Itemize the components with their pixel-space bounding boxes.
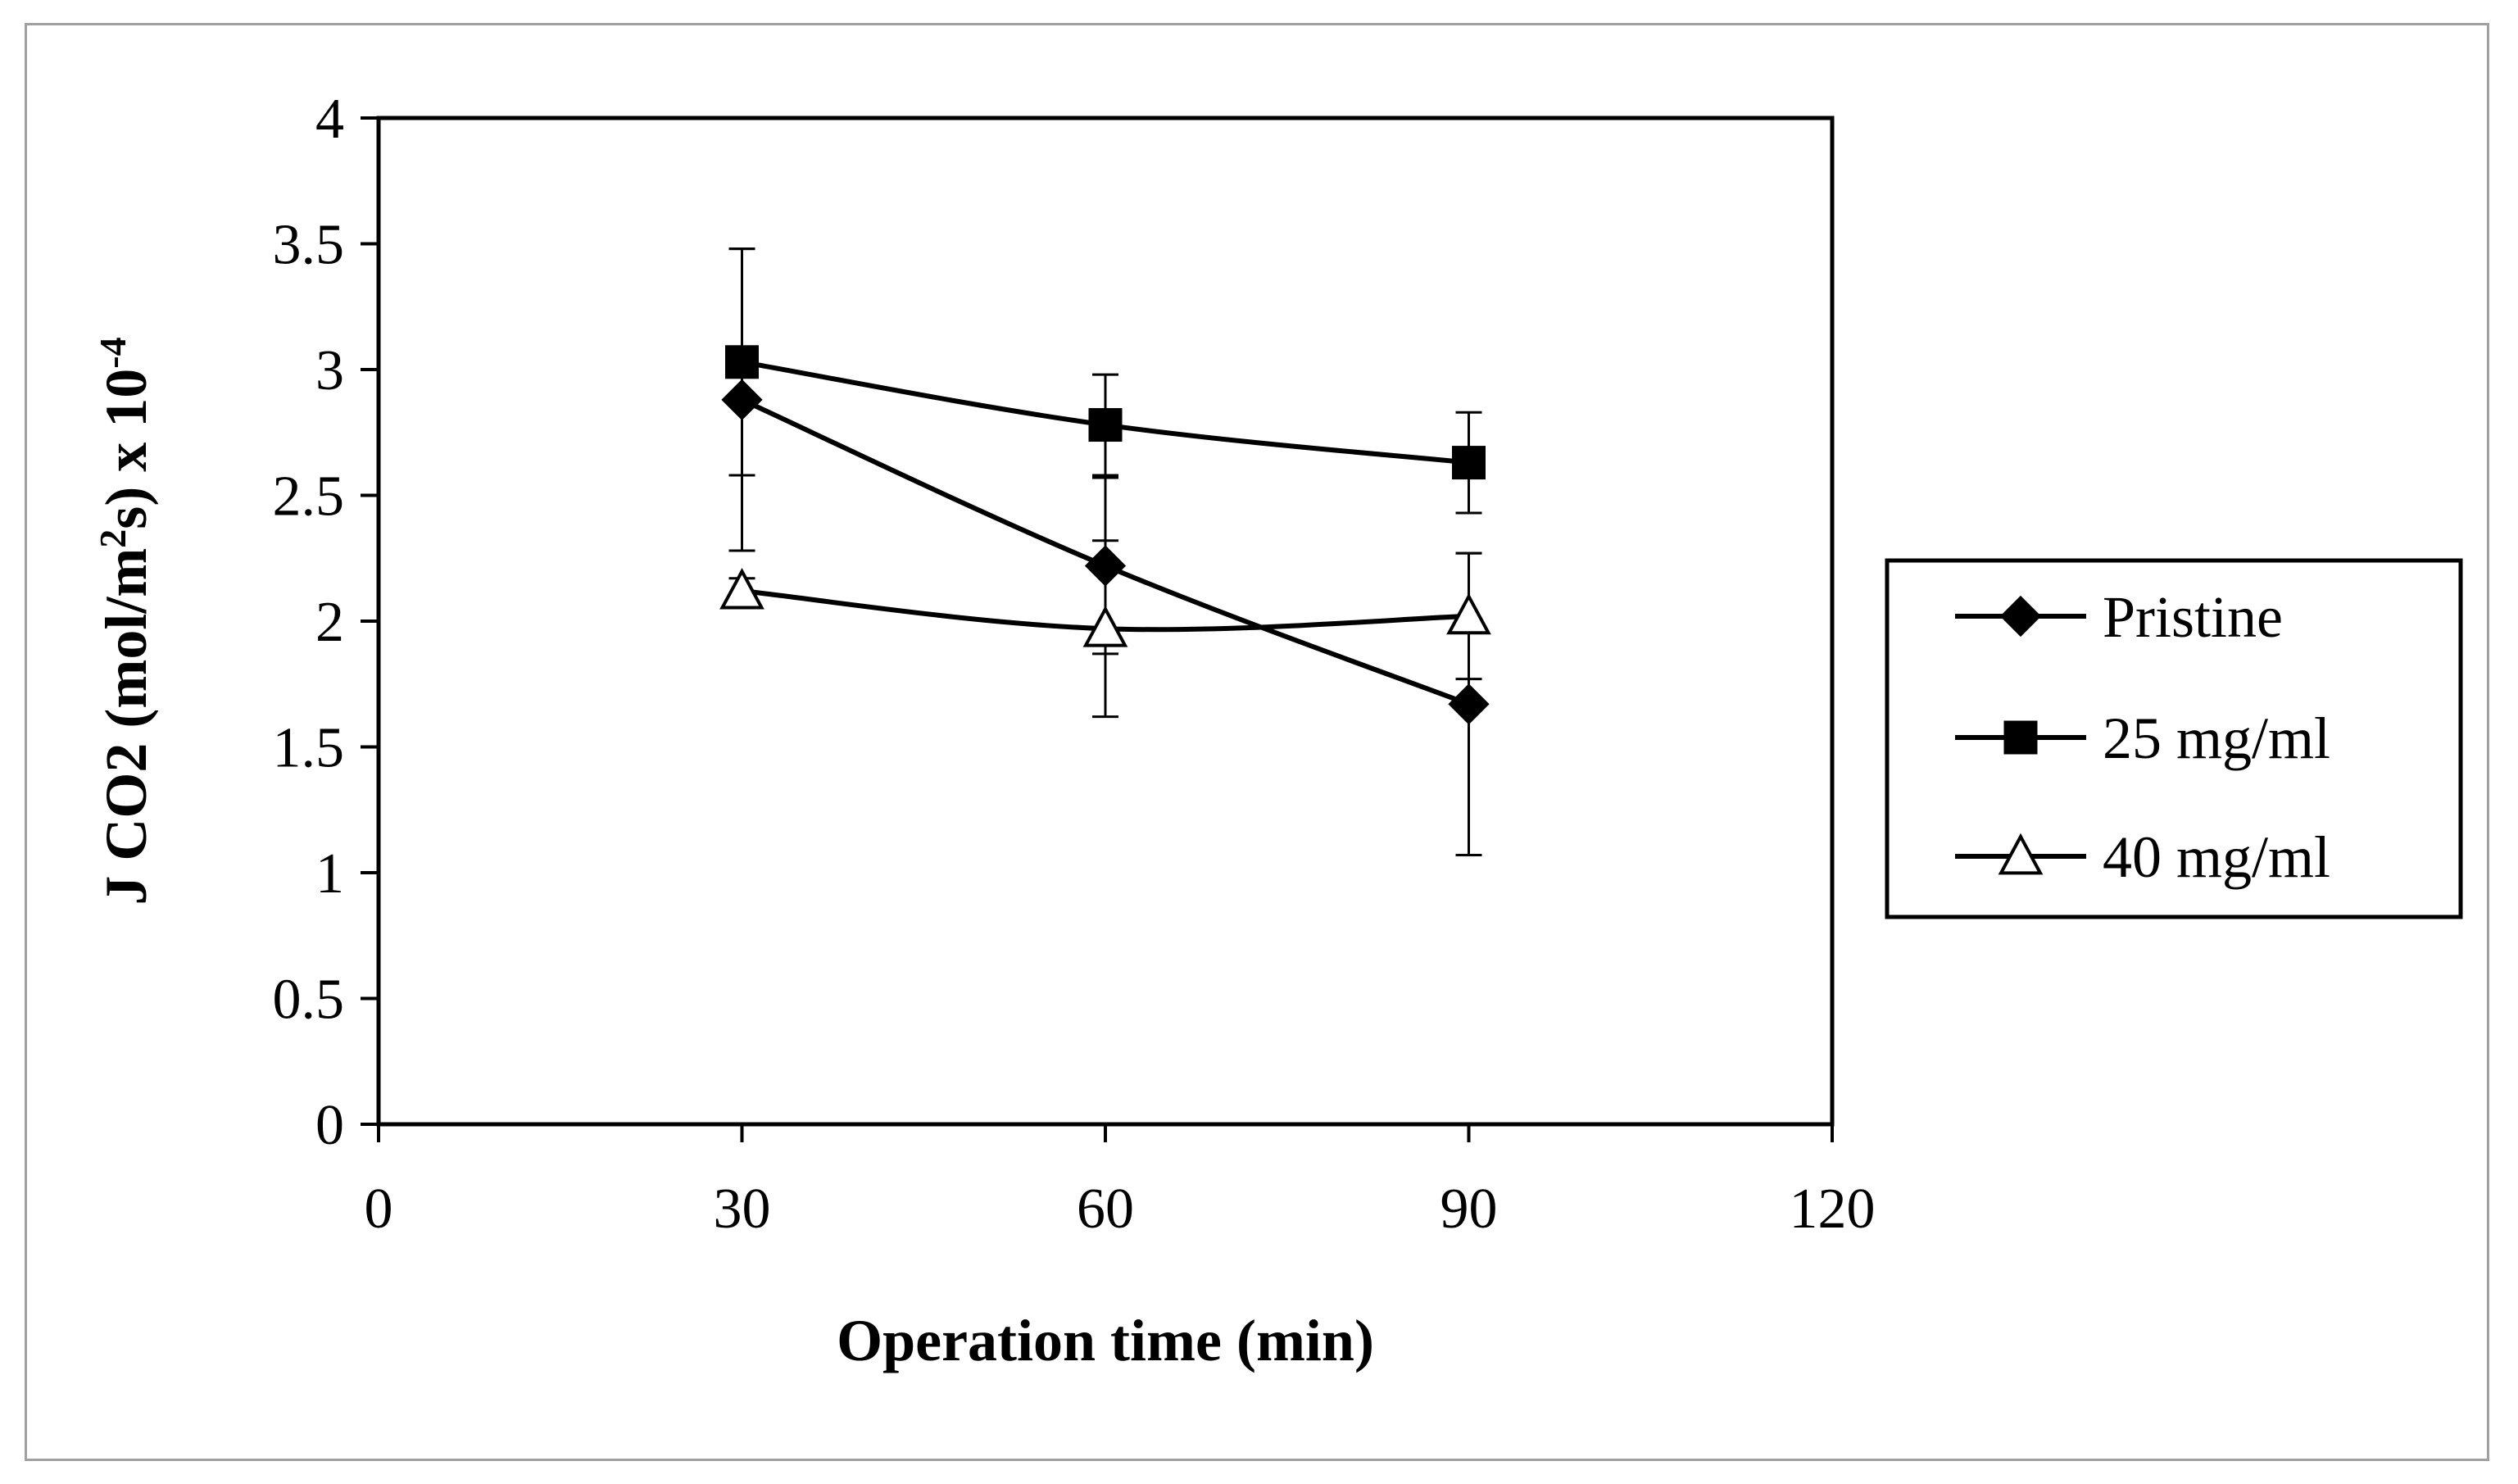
y-axis-ticks: 0 0.5 1 1.5 2 2.5 3 3.5 4 [273,88,379,1157]
y-tick-label-7: 3.5 [273,214,345,277]
data-point-1-0 [725,345,759,379]
legend-marker-0 [1999,595,2042,638]
legend: Pristine 25 mg/ml 40 mg/ml [1955,584,2330,890]
x-tick-label-4: 120 [1790,1178,1876,1241]
y-tick-label-8: 4 [315,88,344,151]
y-tick-label-6: 3 [315,339,344,402]
legend-item-1: 25 mg/ml [1955,706,2330,771]
series-layer [719,247,1491,857]
series-2 [719,539,1491,719]
legend-label-2: 40 mg/ml [2103,824,2330,890]
y-tick-label-4: 2 [315,591,344,654]
series-1 [725,247,1486,515]
x-tick-label-2: 60 [1077,1178,1134,1241]
y-axis-title: J CO2 (mol/m2s) x 10-4 [92,337,160,905]
x-axis-title: Operation time (min) [837,1308,1374,1373]
data-point-1-2 [1452,446,1486,480]
x-tick-label-1: 30 [714,1178,771,1241]
legend-item-2: 40 mg/ml [1955,824,2330,890]
legend-item-0: Pristine [1955,584,2283,650]
y-tick-label-3: 1.5 [273,717,345,780]
legend-label-1: 25 mg/ml [2103,706,2330,771]
x-axis-ticks: 0 30 60 90 120 [365,1124,1876,1241]
data-point-2-2 [1446,592,1491,635]
y-tick-label-0: 0 [315,1094,344,1157]
data-point-1-1 [1088,408,1123,442]
figure-frame [25,23,2489,1461]
x-tick-label-0: 0 [365,1178,393,1241]
y-tick-label-2: 1 [315,842,344,905]
y-tick-label-5: 2.5 [273,465,345,529]
legend-label-0: Pristine [2103,584,2283,650]
data-point-2-1 [1082,606,1128,647]
legend-marker-1 [2003,720,2038,755]
legend-marker-2 [1998,833,2044,875]
x-tick-label-3: 90 [1440,1178,1498,1241]
y-tick-label-1: 0.5 [273,969,345,1032]
data-point-0-2 [1448,683,1490,725]
data-point-2-0 [719,567,764,610]
